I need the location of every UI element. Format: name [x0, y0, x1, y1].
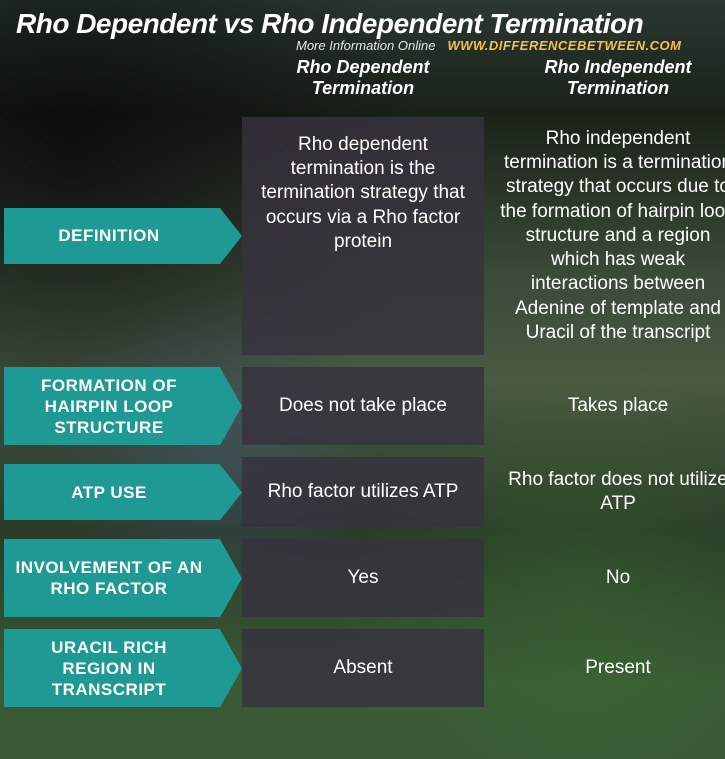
- cell-independent: Present: [490, 629, 725, 707]
- cell-independent: Rho factor does not utilize ATP: [490, 457, 725, 527]
- more-info-text: More Information Online: [296, 38, 435, 53]
- row-label: INVOLVEMENT OF AN RHO FACTOR: [4, 539, 220, 617]
- cell-dependent: Rho factor utilizes ATP: [242, 457, 484, 527]
- table-row: DEFINITION Rho dependent termination is t…: [4, 117, 721, 356]
- cell-dependent: Does not take place: [242, 367, 484, 445]
- comparison-table: Rho Dependent Termination Rho Independen…: [4, 55, 721, 707]
- column-header-b: Rho Independent Termination: [490, 55, 725, 104]
- cell-dependent: Absent: [242, 629, 484, 707]
- table-row: ATP USERho factor utilizes ATPRho factor…: [4, 457, 721, 527]
- cell-dependent: Yes: [242, 539, 484, 617]
- cell-independent: Takes place: [490, 367, 725, 445]
- column-header-a: Rho Dependent Termination: [242, 55, 484, 104]
- site-link[interactable]: WWW.DIFFERENCEBETWEEN.COM: [447, 38, 681, 53]
- row-label: ATP USE: [4, 464, 220, 520]
- row-label: FORMATION OF HAIRPIN LOOP STRUCTURE: [4, 367, 220, 445]
- cell-independent: No: [490, 539, 725, 617]
- table-row: FORMATION OF HAIRPIN LOOP STRUCTURE Does …: [4, 367, 721, 445]
- cell-independent: Rho independent termination is a termina…: [490, 117, 725, 356]
- cell-dependent: Rho dependent termination is the termina…: [242, 117, 484, 356]
- row-label: DEFINITION: [4, 208, 220, 264]
- table-row: INVOLVEMENT OF AN RHO FACTORYesNo: [4, 539, 721, 617]
- page-title: Rho Dependent vs Rho Independent Termina…: [16, 8, 709, 40]
- row-label: URACIL RICH REGION IN TRANSCRIPT: [4, 629, 220, 707]
- table-row: URACIL RICH REGION IN TRANSCRIPTAbsentPr…: [4, 629, 721, 707]
